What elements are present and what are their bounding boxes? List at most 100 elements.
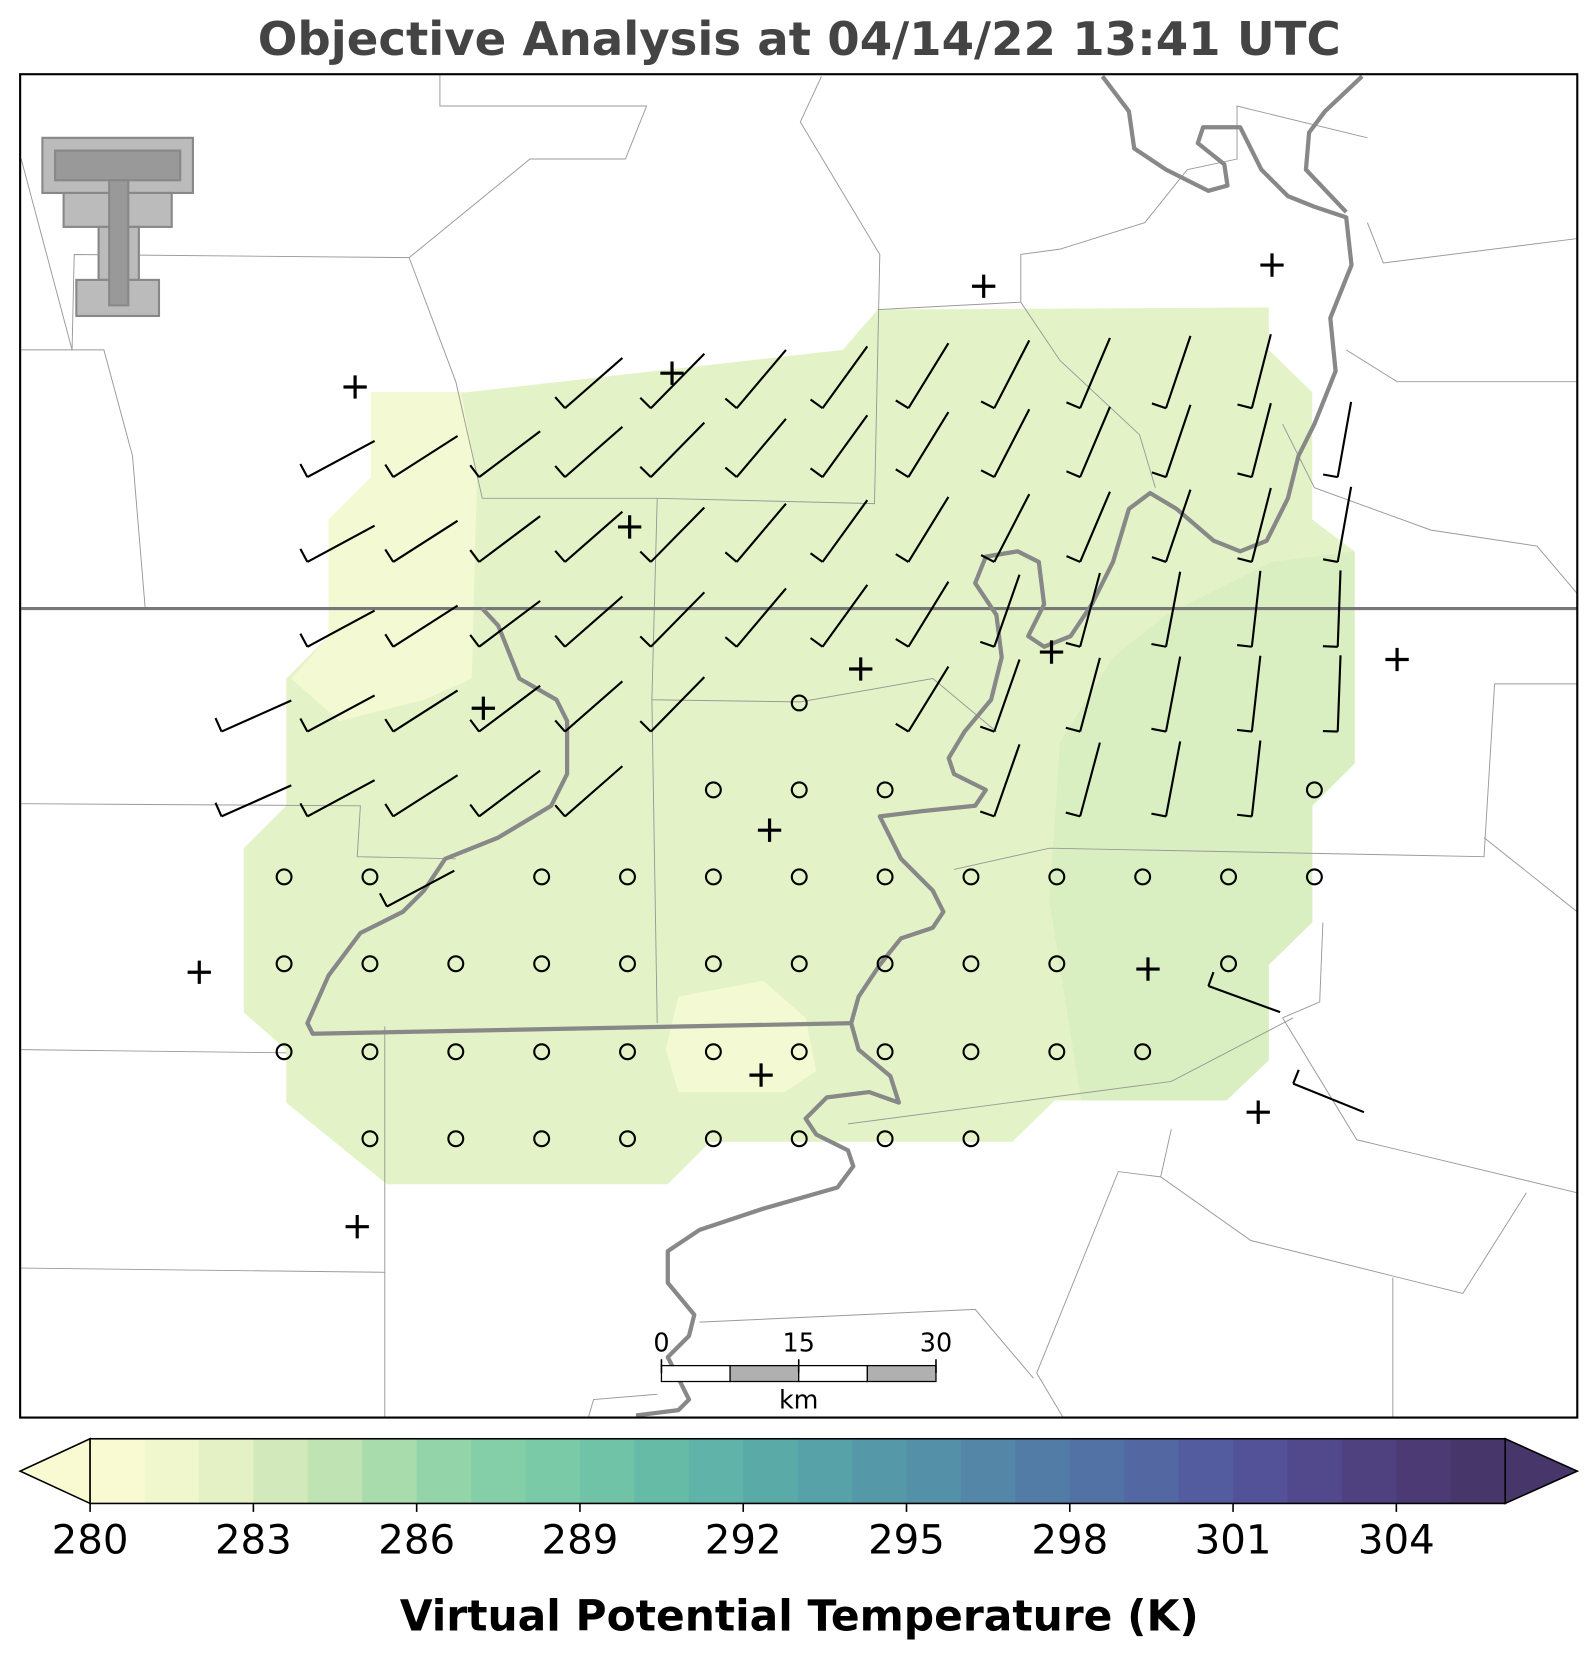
wind-barb <box>979 743 1021 818</box>
scale-segment <box>729 1364 800 1383</box>
station <box>972 274 996 298</box>
calm-station <box>704 955 722 973</box>
logo <box>41 136 194 318</box>
wind-barb <box>895 496 950 563</box>
calm-station <box>790 1130 808 1148</box>
wind-barb <box>554 426 624 478</box>
wind-barb <box>1066 406 1111 479</box>
wind-barb <box>1322 401 1353 479</box>
wind-barb <box>1237 333 1272 410</box>
wind-barb <box>299 694 376 733</box>
colorbar-level <box>1069 1438 1125 1504</box>
colorbar-level <box>579 1438 635 1504</box>
scale-unit: km <box>779 1385 819 1415</box>
wind-barb <box>384 435 459 479</box>
station <box>471 696 496 720</box>
station <box>187 960 211 984</box>
calm-station <box>361 955 379 973</box>
calm-station <box>790 694 808 712</box>
colorbar-tick-label: 283 <box>215 1518 292 1564</box>
calm-station <box>962 1130 980 1148</box>
colorbar-level <box>1015 1438 1071 1504</box>
wind-barb <box>979 659 1021 733</box>
colorbar-level <box>743 1438 799 1504</box>
wind-barb <box>809 584 869 648</box>
wind-barb <box>1151 571 1182 648</box>
wind-barb <box>1151 335 1192 410</box>
calm-station <box>790 781 808 799</box>
wind-barb <box>895 342 950 410</box>
scale-bar: 0 15 30 km <box>653 1327 952 1414</box>
colorbar-level <box>688 1438 744 1504</box>
calm-station <box>533 868 551 886</box>
colorbar-tick-label: 292 <box>705 1518 782 1564</box>
wind-barb <box>639 421 706 478</box>
analysis-field <box>291 392 477 721</box>
colorbar-level <box>90 1438 146 1504</box>
calm-station <box>704 868 722 886</box>
station <box>1246 1100 1270 1124</box>
calm-station <box>1305 868 1323 886</box>
calm-station <box>1048 1043 1066 1061</box>
station <box>1039 640 1064 664</box>
wind-barb <box>469 515 541 563</box>
calm-station <box>876 955 894 973</box>
analysis-field <box>665 980 817 1093</box>
wind-barb <box>895 666 950 733</box>
colorbar-level <box>362 1438 418 1504</box>
scale-tick-label: 0 <box>653 1327 669 1357</box>
wind-barb <box>1292 1069 1365 1114</box>
calm-station <box>704 1043 722 1061</box>
colorbar-label: Virtual Potential Temperature (K) <box>400 1592 1199 1641</box>
colorbar-level <box>906 1438 962 1504</box>
calm-station <box>533 1043 551 1061</box>
calm-station <box>1134 868 1152 886</box>
wind-barb <box>724 502 787 563</box>
wind-barb <box>469 684 541 733</box>
colorbar-level <box>471 1438 527 1504</box>
calm-station <box>533 1130 551 1148</box>
colorbar-level <box>852 1438 908 1504</box>
colorbar-level <box>144 1438 200 1504</box>
calm-station <box>704 781 722 799</box>
calm-station <box>876 1043 894 1061</box>
calm-station <box>876 781 894 799</box>
wind-barb <box>384 774 459 818</box>
colorbar-tick-label: 280 <box>52 1518 129 1564</box>
calm-station <box>704 1130 722 1148</box>
calm-station <box>1048 868 1066 886</box>
wind-barb <box>1066 491 1111 563</box>
title: Objective Analysis at 04/14/22 13:41 UTC <box>258 12 1341 66</box>
colorbar-level <box>1233 1438 1289 1504</box>
map-frame <box>19 73 1579 1419</box>
wind-barb <box>299 609 376 648</box>
wind-barb <box>469 430 541 478</box>
wind-barb <box>384 519 459 563</box>
colorbar-tick-label: 298 <box>1031 1518 1108 1564</box>
wind-barb <box>639 591 706 648</box>
calm-station <box>876 1130 894 1148</box>
colorbar-level <box>198 1438 254 1504</box>
wind-barb <box>299 524 376 563</box>
station <box>345 1215 369 1239</box>
scale-segment <box>866 1364 937 1383</box>
wind-barb <box>1322 570 1342 648</box>
wind-barb <box>1236 740 1262 818</box>
wind-barb <box>809 414 869 478</box>
wind-barb <box>299 439 376 479</box>
calm-station <box>447 1130 465 1148</box>
wind-barb <box>809 345 869 410</box>
colorbar-level <box>797 1438 853 1504</box>
colorbar-level <box>1341 1438 1397 1504</box>
scale-segment <box>798 1364 868 1383</box>
wind-barb <box>554 680 624 733</box>
colorbar-level <box>1287 1438 1343 1504</box>
calm-station <box>1048 955 1066 973</box>
calm-station <box>962 1043 980 1061</box>
wind-barb <box>384 689 459 733</box>
wind-barb <box>1065 572 1101 648</box>
wind-barb <box>639 676 706 733</box>
colorbar-tick-label: 304 <box>1358 1518 1435 1564</box>
colorbar-level <box>253 1438 309 1504</box>
calm-station <box>275 955 293 973</box>
